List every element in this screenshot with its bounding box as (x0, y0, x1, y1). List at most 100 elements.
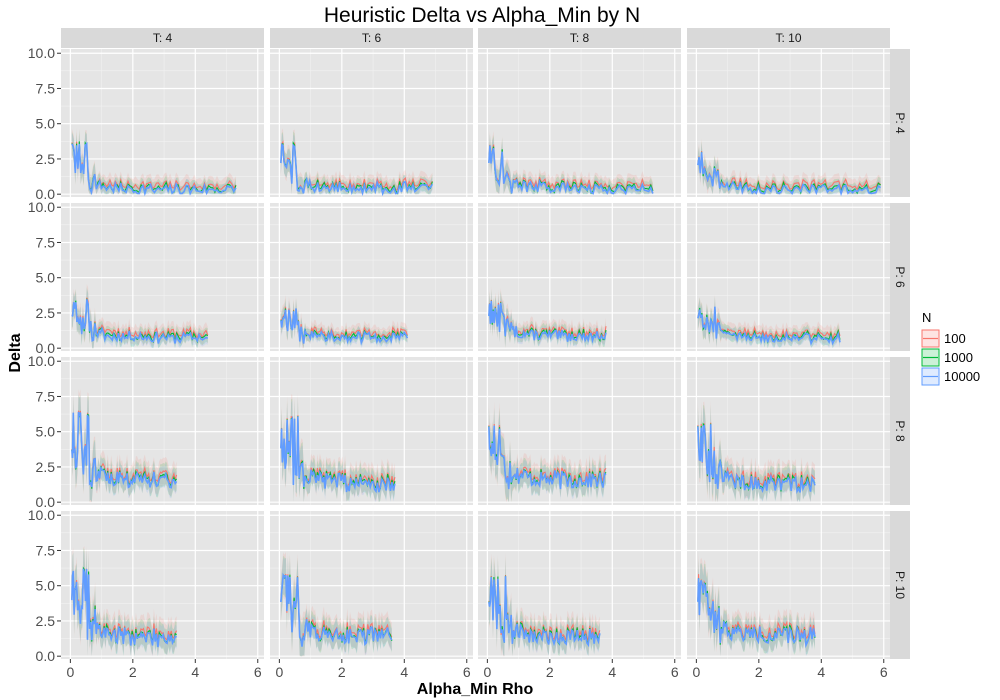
series-ribbon-1000 (280, 396, 395, 503)
series-line-10000 (280, 308, 409, 346)
x-tick-label: 4 (608, 664, 616, 680)
series-line-10000 (488, 300, 607, 344)
legend-label-1000: 1000 (944, 350, 973, 365)
facet-panel (61, 203, 264, 351)
row-strip-label: P: 10 (893, 571, 907, 599)
y-tick-label: 0.0 (36, 340, 56, 356)
series-line-10000 (71, 568, 177, 648)
series-ribbon-1000 (71, 129, 236, 195)
column-strip-label: T: 8 (570, 31, 590, 45)
x-tick-label: 0 (275, 664, 283, 680)
facet-panel (687, 357, 890, 505)
x-tick-label: 6 (671, 664, 679, 680)
series-line-10000 (280, 572, 393, 647)
series-line-10000 (71, 141, 237, 197)
facet-grid: T: 4 T: 6 T: 8 T: 10 P: 4 P: 6 P: 8 P: 10 (61, 28, 910, 659)
x-tick-label: 4 (191, 664, 199, 680)
facet-panel (270, 203, 473, 351)
axes: 0.02.55.07.510.00.02.55.07.510.00.02.55.… (28, 45, 888, 680)
panel-background (270, 49, 473, 197)
y-tick-label: 2.5 (36, 459, 56, 475)
series-ribbon-10000 (280, 398, 395, 503)
panel-background (270, 203, 473, 351)
y-tick-label: 5.0 (36, 578, 56, 594)
facet-panel (687, 203, 890, 351)
series-ribbon-100 (697, 138, 881, 195)
facet-panel (270, 49, 473, 197)
y-tick-label: 5.0 (36, 424, 56, 440)
row-strip-label: P: 4 (893, 112, 907, 134)
series-line-10000 (697, 306, 841, 346)
x-tick-label: 6 (254, 664, 262, 680)
x-tick-label: 2 (338, 664, 346, 680)
facet-panel (687, 49, 890, 197)
y-axis-title: Delta (7, 333, 24, 372)
series-ribbon-100 (71, 128, 236, 195)
chart-title: Heuristic Delta vs Alpha_Min by N (324, 4, 640, 27)
column-strip-label: T: 10 (775, 31, 801, 45)
x-axis-title: Alpha_Min Rho (417, 681, 534, 698)
column-strip-label: T: 4 (153, 31, 173, 45)
legend: N 100 1000 10000 (921, 310, 980, 386)
x-tick-label: 6 (463, 664, 471, 680)
row-strip (890, 203, 910, 351)
series-line-10000 (488, 425, 607, 490)
legend-title: N (922, 310, 931, 325)
legend-item: 10000 (921, 367, 980, 386)
series-ribbon-10000 (71, 133, 236, 195)
series-ribbon-1000 (697, 141, 881, 195)
y-tick-label: 10.0 (28, 507, 55, 523)
y-tick-label: 0.0 (36, 648, 56, 664)
y-tick-label: 7.5 (36, 542, 56, 558)
y-tick-label: 10.0 (28, 353, 55, 369)
series-line-10000 (697, 152, 882, 197)
y-tick-label: 5.0 (36, 270, 56, 286)
column-strip (270, 28, 473, 48)
y-tick-label: 2.5 (36, 151, 56, 167)
series-line-10000 (71, 411, 178, 489)
series-ribbon-100 (280, 392, 395, 503)
series-ribbon-10000 (488, 134, 653, 195)
y-tick-label: 7.5 (36, 80, 56, 96)
legend-item: 1000 (921, 348, 973, 367)
facet-panel (61, 357, 264, 505)
panel-background (687, 203, 890, 351)
legend-item: 100 (921, 329, 966, 348)
row-strip-label: P: 6 (893, 266, 907, 288)
facet-panel (61, 49, 264, 197)
y-tick-label: 10.0 (28, 45, 55, 61)
series-ribbon-100 (280, 128, 433, 195)
series-line-10000 (71, 299, 209, 344)
series-ribbon-1000 (488, 133, 653, 195)
series-ribbon-100 (697, 400, 815, 503)
x-tick-label: 0 (483, 664, 491, 680)
facet-panel (687, 511, 890, 659)
panel-background (687, 357, 890, 505)
facet-panel (61, 511, 264, 659)
facet-panel (478, 357, 681, 505)
x-tick-label: 0 (692, 664, 700, 680)
x-tick-label: 6 (880, 664, 888, 680)
x-tick-label: 2 (755, 664, 763, 680)
series-line-10000 (280, 415, 396, 494)
y-tick-label: 5.0 (36, 116, 56, 132)
series-line-10000 (280, 142, 434, 197)
x-tick-label: 4 (400, 664, 408, 680)
column-strip-label: T: 6 (362, 31, 382, 45)
row-strip (890, 357, 910, 505)
x-tick-label: 2 (129, 664, 137, 680)
x-tick-label: 0 (66, 664, 74, 680)
x-tick-label: 2 (546, 664, 554, 680)
row-strip (890, 511, 910, 659)
facet-panel (478, 203, 681, 351)
y-tick-label: 7.5 (36, 234, 56, 250)
y-tick-label: 7.5 (36, 388, 56, 404)
y-tick-label: 2.5 (36, 305, 56, 321)
x-tick-label: 4 (817, 664, 825, 680)
panel-background (687, 49, 890, 197)
column-strip (478, 28, 681, 48)
series-line-10000 (488, 576, 601, 648)
series-ribbon-100 (488, 131, 653, 195)
facet-panel (270, 357, 473, 505)
